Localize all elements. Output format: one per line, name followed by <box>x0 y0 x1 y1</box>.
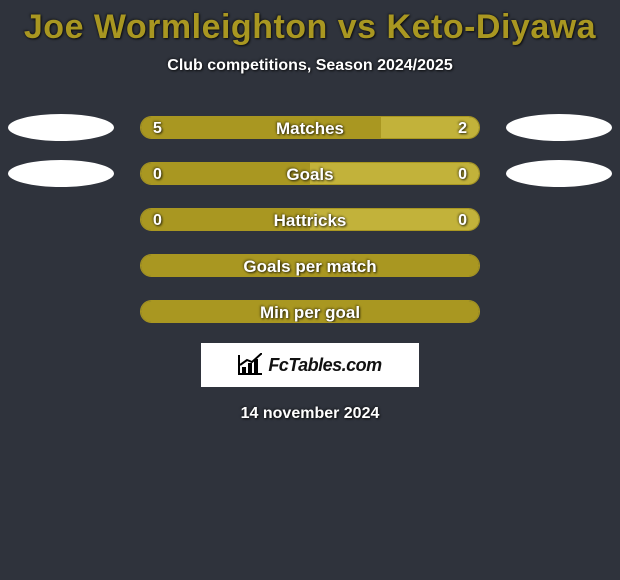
comparison-infographic: Joe Wormleighton vs Keto-Diyawa Club com… <box>0 0 620 580</box>
stat-bar: Hattricks0 0 <box>140 208 480 231</box>
stat-label: Matches <box>141 117 479 139</box>
player-marker-left <box>8 160 114 187</box>
stat-label: Hattricks <box>141 209 479 231</box>
player-marker-right <box>506 114 612 141</box>
branding-badge: FcTables.com <box>201 343 419 387</box>
stat-label: Goals per match <box>141 255 479 277</box>
player-marker-left <box>8 114 114 141</box>
stat-row: Min per goal <box>0 299 620 323</box>
player-marker-right <box>506 160 612 187</box>
stat-row: Hattricks0 0 <box>0 207 620 231</box>
stat-row: Goals0 0 <box>0 161 620 185</box>
stat-value-left: 0 <box>153 163 162 185</box>
stat-bar: Matches5 2 <box>140 116 480 139</box>
stat-row: Goals per match <box>0 253 620 277</box>
stat-label: Goals <box>141 163 479 185</box>
page-title: Joe Wormleighton vs Keto-Diyawa <box>0 0 620 47</box>
stat-bar: Min per goal <box>140 300 480 323</box>
stat-row: Matches5 2 <box>0 115 620 139</box>
stats-bars: Matches52Goals00Hattricks00Goals per mat… <box>0 115 620 323</box>
stat-value-left: 0 <box>153 209 162 231</box>
stat-value-right: 0 <box>458 209 467 231</box>
stat-bar: Goals per match <box>140 254 480 277</box>
bar-chart-trend-icon <box>238 355 262 375</box>
date-stamp: 14 november 2024 <box>0 405 620 423</box>
stat-value-right: 2 <box>458 117 467 139</box>
stat-value-right: 0 <box>458 163 467 185</box>
stat-value-left: 5 <box>153 117 162 139</box>
brand-text: FcTables.com <box>268 355 381 376</box>
stat-bar: Goals0 0 <box>140 162 480 185</box>
page-subtitle: Club competitions, Season 2024/2025 <box>0 57 620 75</box>
stat-label: Min per goal <box>141 301 479 323</box>
